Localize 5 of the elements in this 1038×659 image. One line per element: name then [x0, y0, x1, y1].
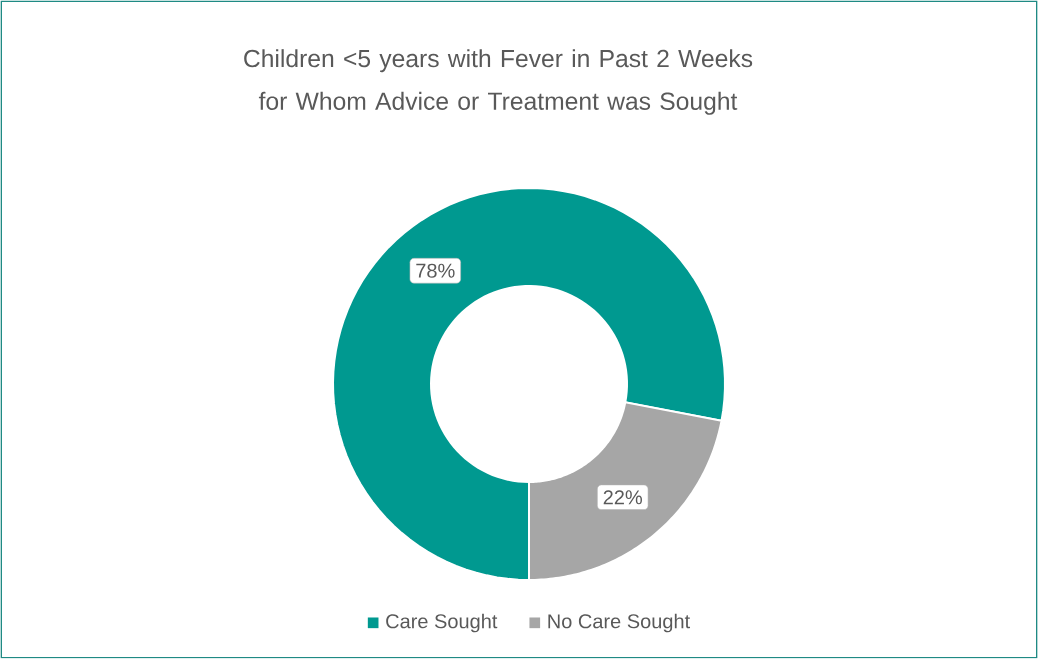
chart-title: Children <5 years with Fever in Past 2 Weeks for Whom Advice or Treatment was Sought: [244, 49, 753, 115]
data-label: 22%: [603, 490, 642, 505]
legend-label: Care Sought: [386, 613, 498, 633]
data-label: 78%: [416, 263, 455, 278]
legend-label: No Care Sought: [548, 613, 691, 633]
